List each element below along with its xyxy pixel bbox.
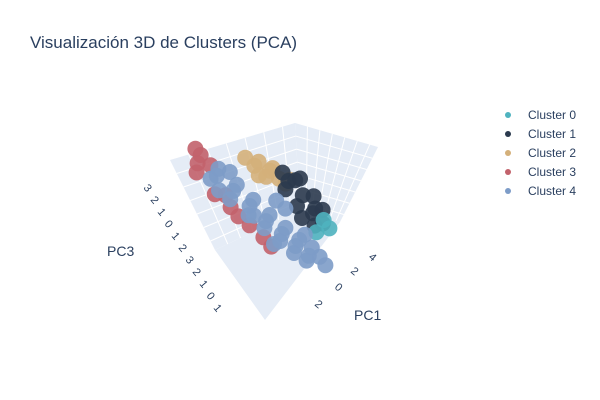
data-point-cluster-3 bbox=[187, 140, 204, 157]
data-point-cluster-2 bbox=[250, 167, 267, 184]
tick-label: 2 bbox=[148, 194, 161, 206]
data-point-cluster-1 bbox=[294, 210, 310, 226]
legend: Cluster 0 Cluster 1 Cluster 2 Cluster 3 Clus… bbox=[500, 105, 576, 200]
legend-label: Cluster 2 bbox=[528, 145, 577, 160]
legend-swatch bbox=[505, 187, 511, 194]
tick-label: 2 bbox=[190, 266, 203, 278]
data-point-cluster-4 bbox=[286, 245, 302, 261]
tick-label: 1 bbox=[211, 302, 224, 314]
data-point-cluster-4 bbox=[277, 219, 294, 236]
data-point-cluster-1 bbox=[292, 170, 308, 187]
data-point-cluster-4 bbox=[317, 257, 334, 274]
legend-swatch bbox=[505, 168, 511, 175]
tick-label: 0 bbox=[204, 290, 217, 302]
legend-item-2[interactable]: Cluster 2 bbox=[500, 143, 576, 162]
data-point-cluster-4 bbox=[211, 182, 227, 199]
tick-label: 2 bbox=[176, 242, 189, 254]
data-point-cluster-0 bbox=[321, 220, 338, 237]
data-point-cluster-1 bbox=[277, 181, 294, 198]
data-point-cluster-4 bbox=[261, 207, 278, 223]
data-point-cluster-4 bbox=[256, 220, 273, 237]
tick-label: 0 bbox=[162, 218, 175, 230]
data-point-cluster-4 bbox=[277, 200, 294, 217]
data-point-cluster-4 bbox=[266, 236, 282, 252]
data-point-cluster-4 bbox=[228, 176, 245, 193]
data-point-cluster-4 bbox=[221, 164, 238, 180]
legend-label: Cluster 0 bbox=[528, 107, 577, 122]
tick-label: 2 bbox=[312, 298, 324, 311]
tick-label: 1 bbox=[169, 230, 182, 242]
grid-line bbox=[295, 135, 373, 159]
data-point-cluster-4 bbox=[298, 252, 315, 269]
legend-item-3[interactable]: Cluster 3 bbox=[500, 162, 576, 181]
tick-label: 3 bbox=[183, 254, 196, 266]
legend-label: Cluster 4 bbox=[528, 183, 577, 198]
tick-label: 2 bbox=[348, 265, 360, 278]
data-point-cluster-1 bbox=[274, 164, 291, 181]
legend-swatch bbox=[505, 111, 511, 118]
x-axis-label: PC1 bbox=[354, 307, 381, 323]
legend-item-4[interactable]: Cluster 4 bbox=[500, 181, 576, 200]
grid-line bbox=[335, 144, 371, 222]
legend-item-0[interactable]: Cluster 0 bbox=[500, 105, 576, 124]
chart-title: Visualización 3D de Clusters (PCA) bbox=[30, 33, 298, 52]
data-point-cluster-1 bbox=[305, 188, 322, 205]
tick-label: 1 bbox=[155, 206, 168, 218]
data-point-cluster-4 bbox=[296, 226, 313, 243]
z-axis-label: PC3 bbox=[107, 243, 134, 259]
tick-label: 4 bbox=[366, 251, 378, 264]
tick-label: 3 bbox=[141, 182, 154, 194]
legend-label: Cluster 1 bbox=[528, 126, 577, 141]
tick-label: 1 bbox=[197, 278, 210, 290]
data-point-cluster-4 bbox=[245, 191, 262, 208]
data-point-cluster-4 bbox=[246, 207, 262, 224]
data-point-cluster-4 bbox=[303, 239, 320, 256]
data-point-cluster-4 bbox=[222, 191, 239, 208]
grid-line bbox=[317, 133, 333, 216]
data-points bbox=[187, 140, 338, 274]
legend-item-1[interactable]: Cluster 1 bbox=[500, 124, 576, 143]
legend-label: Cluster 3 bbox=[528, 164, 577, 179]
legend-swatch bbox=[505, 130, 511, 137]
legend-swatch bbox=[505, 149, 511, 156]
grid-line bbox=[329, 140, 358, 220]
grid-line bbox=[297, 161, 362, 182]
tick-label: 0 bbox=[332, 281, 344, 294]
grid-line bbox=[296, 148, 367, 170]
data-point-cluster-2 bbox=[237, 149, 254, 166]
grid-line bbox=[183, 148, 297, 188]
data-point-cluster-3 bbox=[188, 164, 205, 181]
